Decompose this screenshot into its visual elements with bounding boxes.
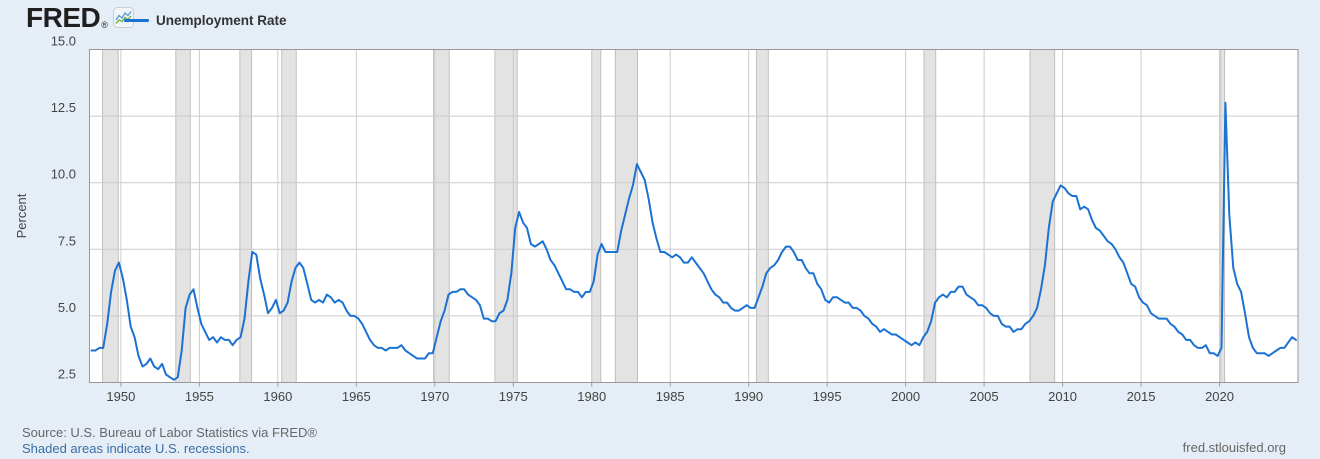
x-tick-label: 1995 [813,389,842,404]
x-tick-label: 1985 [656,389,685,404]
x-tick-label: 2000 [891,389,920,404]
recession-band [433,49,450,383]
x-tick-label: 1950 [106,389,135,404]
x-tick-label: 2005 [970,389,999,404]
x-tick-label: 1990 [734,389,763,404]
fred-logo-text: FRED [26,2,101,33]
x-tick-label: 1975 [499,389,528,404]
x-tick-label: 2020 [1205,389,1234,404]
plot-area[interactable] [89,49,1299,383]
y-tick-label: 5.0 [58,300,76,315]
x-tick-label: 2010 [1048,389,1077,404]
recession-band [614,49,638,383]
x-tick-label: 1960 [263,389,292,404]
recession-band [756,49,769,383]
fred-logo[interactable]: FRED ® [26,2,134,33]
unemployment-rate-line [90,101,1297,381]
y-tick-label: 15.0 [51,34,76,49]
chart-footer: Source: U.S. Bureau of Labor Statistics … [22,425,317,457]
plot-border [89,49,1299,383]
legend-line-swatch [124,19,149,22]
x-tick-label: 1965 [342,389,371,404]
y-tick-label: 10.0 [51,167,76,182]
y-axis-title: Percent [14,193,29,239]
fred-logo-sparkline-icon [112,7,134,28]
recession-band [591,49,602,383]
x-tick-label: 2015 [1127,389,1156,404]
recession-band [494,49,518,383]
x-tick-label: 1980 [577,389,606,404]
registered-trademark-icon: ® [101,20,108,30]
y-tick-label: 12.5 [51,100,76,115]
fred-site-link[interactable]: fred.stlouisfed.org [1182,440,1286,455]
y-tick-label: 7.5 [58,233,76,248]
source-text: Source: U.S. Bureau of Labor Statistics … [22,425,317,440]
y-tick-label: 2.5 [58,367,76,382]
x-tick-label: 1970 [420,389,449,404]
legend-series-label: Unemployment Rate [156,13,287,28]
chart-legend: Unemployment Rate [124,13,287,28]
x-tick-label: 1955 [185,389,214,404]
recession-band [281,49,297,383]
recessions-note-link[interactable]: Shaded areas indicate U.S. recessions. [22,441,250,456]
